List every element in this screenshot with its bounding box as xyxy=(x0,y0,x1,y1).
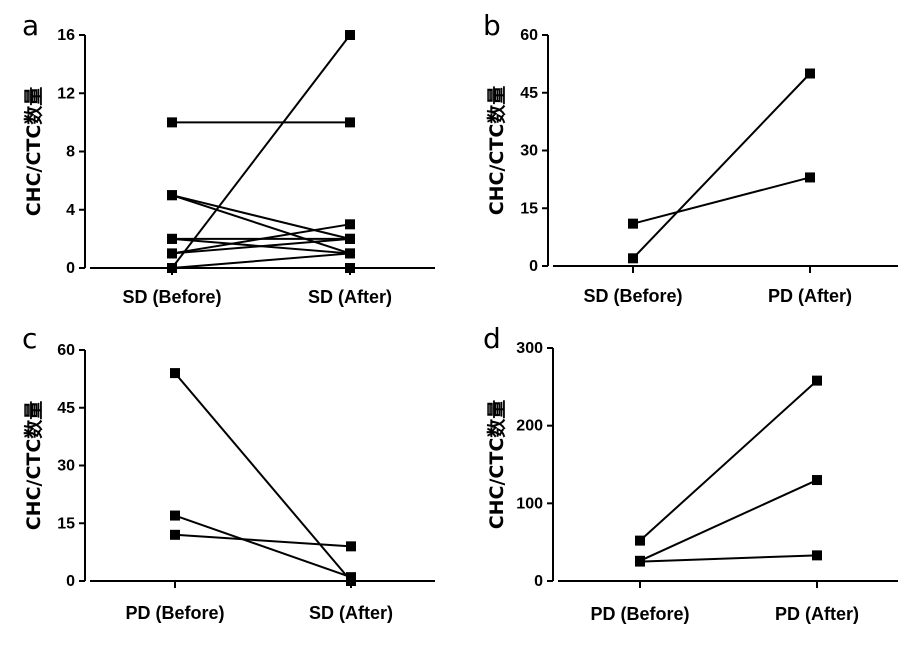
y-tick-label: 4 xyxy=(66,202,75,219)
data-point-after xyxy=(805,172,815,183)
y-axis-title: CHC/CTC数量 xyxy=(485,400,508,530)
panel-letter: c xyxy=(22,322,37,355)
data-point-before xyxy=(170,510,180,521)
data-point-before xyxy=(167,190,177,201)
x-category-label: SD (After) xyxy=(308,287,392,307)
x-category-label: PD (Before) xyxy=(125,603,224,623)
series-line xyxy=(171,252,351,269)
data-point-before xyxy=(167,248,177,259)
series-line xyxy=(174,372,352,582)
y-axis-title: CHC/CTC数量 xyxy=(22,87,45,217)
series-line xyxy=(171,194,351,240)
panel-letter: d xyxy=(483,322,501,355)
series-line xyxy=(639,379,818,542)
x-category-label: SD (Before) xyxy=(122,287,221,307)
x-category-label: PD (After) xyxy=(768,286,852,306)
y-tick-label: 0 xyxy=(529,258,538,275)
x-category-label: PD (After) xyxy=(775,604,859,624)
x-category-label: PD (Before) xyxy=(590,604,689,624)
data-point-after xyxy=(345,248,355,259)
data-point-before xyxy=(167,233,177,244)
y-tick-label: 60 xyxy=(57,342,75,359)
data-point-after xyxy=(812,550,822,561)
data-point-before xyxy=(167,263,177,273)
y-tick-label: 60 xyxy=(520,27,538,44)
panel-b: b 0 15 30 45 60 SD (Before) PD (After) CHC/CTC数量 xyxy=(483,9,898,306)
data-point-after xyxy=(345,117,355,128)
data-point-after xyxy=(346,541,356,552)
y-axis-title: CHC/CTC数量 xyxy=(485,86,508,216)
data-point-after xyxy=(345,233,355,244)
y-tick-label: 16 xyxy=(57,27,75,44)
data-point-before xyxy=(170,368,180,379)
series-line xyxy=(171,34,351,269)
y-tick-label: 0 xyxy=(534,573,543,590)
panel-letter: b xyxy=(483,9,501,42)
panel-a: a 0 4 8 12 16 SD (Before) SD (After) CHC/CTC数量 xyxy=(22,9,435,307)
data-point-after xyxy=(812,475,822,486)
y-tick-label: 0 xyxy=(66,573,75,590)
data-point-after xyxy=(805,68,815,79)
x-category-label: SD (After) xyxy=(309,603,393,623)
y-tick-label: 45 xyxy=(520,85,538,102)
data-point-before xyxy=(635,556,645,567)
series-line xyxy=(174,533,352,548)
data-point-before xyxy=(628,218,638,229)
y-tick-label: 30 xyxy=(57,458,75,475)
y-tick-label: 12 xyxy=(57,85,75,102)
panel-letter: a xyxy=(22,9,39,42)
data-point-before xyxy=(167,117,177,128)
x-category-label: SD (Before) xyxy=(583,286,682,306)
series-line xyxy=(171,194,351,255)
y-tick-label: 15 xyxy=(520,200,538,217)
panel-d: d 0 100 200 300 PD (Before) PD (After) CHC/CTC数… xyxy=(483,322,898,624)
data-point-after xyxy=(345,30,355,40)
series-line xyxy=(171,223,351,255)
y-tick-label: 8 xyxy=(66,144,75,161)
series-line xyxy=(632,176,811,225)
y-tick-label: 30 xyxy=(520,143,538,160)
data-point-after xyxy=(812,375,822,386)
data-point-after xyxy=(346,572,356,583)
y-tick-label: 0 xyxy=(66,260,75,277)
data-point-before xyxy=(170,529,180,540)
data-point-after xyxy=(345,219,355,230)
y-tick-label: 200 xyxy=(516,418,543,435)
data-point-before xyxy=(628,253,638,264)
y-axis-title: CHC/CTC数量 xyxy=(22,401,45,531)
series-line xyxy=(632,72,811,259)
series-line xyxy=(639,554,818,563)
data-point-after xyxy=(345,263,355,273)
series-line xyxy=(171,237,351,255)
y-tick-label: 45 xyxy=(57,400,75,417)
y-tick-label: 15 xyxy=(57,515,75,532)
panel-c: c 0 15 30 45 60 PD (Before) SD (After) CHC/CTC数量 xyxy=(22,322,435,623)
series-line xyxy=(639,479,818,562)
y-tick-label: 100 xyxy=(516,495,543,512)
series-line xyxy=(174,514,352,579)
data-point-before xyxy=(635,535,645,546)
y-tick-label: 300 xyxy=(516,340,543,357)
